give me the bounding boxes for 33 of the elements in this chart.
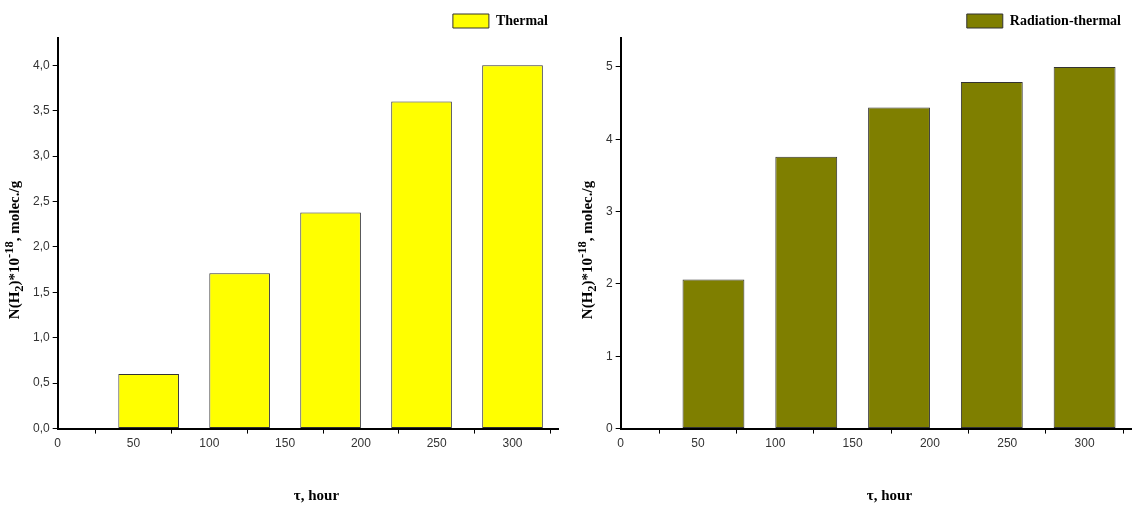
y-tick-label: 2,0 xyxy=(32,239,50,254)
y-tick-label: 1,0 xyxy=(32,330,50,345)
x-tick-label: 300 xyxy=(1074,436,1095,451)
y-tick-label: 2,5 xyxy=(32,193,50,208)
y-tick-label: 4 xyxy=(605,131,613,146)
x-tick-label: 250 xyxy=(997,436,1018,451)
x-tick-label: 50 xyxy=(691,436,705,451)
x-tick-label: 0 xyxy=(54,436,62,451)
x-tick-label: 100 xyxy=(765,436,786,451)
y-tick-label: 0,0 xyxy=(32,420,50,435)
x-tick-label: 100 xyxy=(199,436,220,451)
legend-label: Thermal xyxy=(495,12,549,28)
y-tick-label: 1,5 xyxy=(32,284,50,299)
y-tick-label: 3 xyxy=(605,203,613,218)
x-tick-label: 0 xyxy=(617,436,625,451)
x-tick-label: 50 xyxy=(126,436,141,451)
y-tick-label: 4,0 xyxy=(32,57,50,72)
y-tick-label: 3,5 xyxy=(32,102,50,117)
x-axis-title: τ, hour xyxy=(865,487,914,504)
x-tick-label: 200 xyxy=(350,436,372,451)
y-tick-label: 0,5 xyxy=(32,375,50,390)
y-tick-label: 3,0 xyxy=(32,148,50,163)
x-tick-label: 200 xyxy=(919,436,941,451)
y-tick-label: 1 xyxy=(605,348,613,363)
y-tick-label: 2 xyxy=(605,276,613,291)
x-axis-title: τ, hour xyxy=(292,487,341,504)
x-tick-label: 250 xyxy=(426,436,448,451)
x-tick-label: 150 xyxy=(842,436,863,451)
legend-label: Radiation-thermal xyxy=(1009,12,1122,28)
y-tick-label: 0 xyxy=(605,420,613,435)
y-tick-label: 5 xyxy=(605,59,613,74)
x-tick-label: 300 xyxy=(502,436,523,451)
x-tick-label: 150 xyxy=(275,436,296,451)
